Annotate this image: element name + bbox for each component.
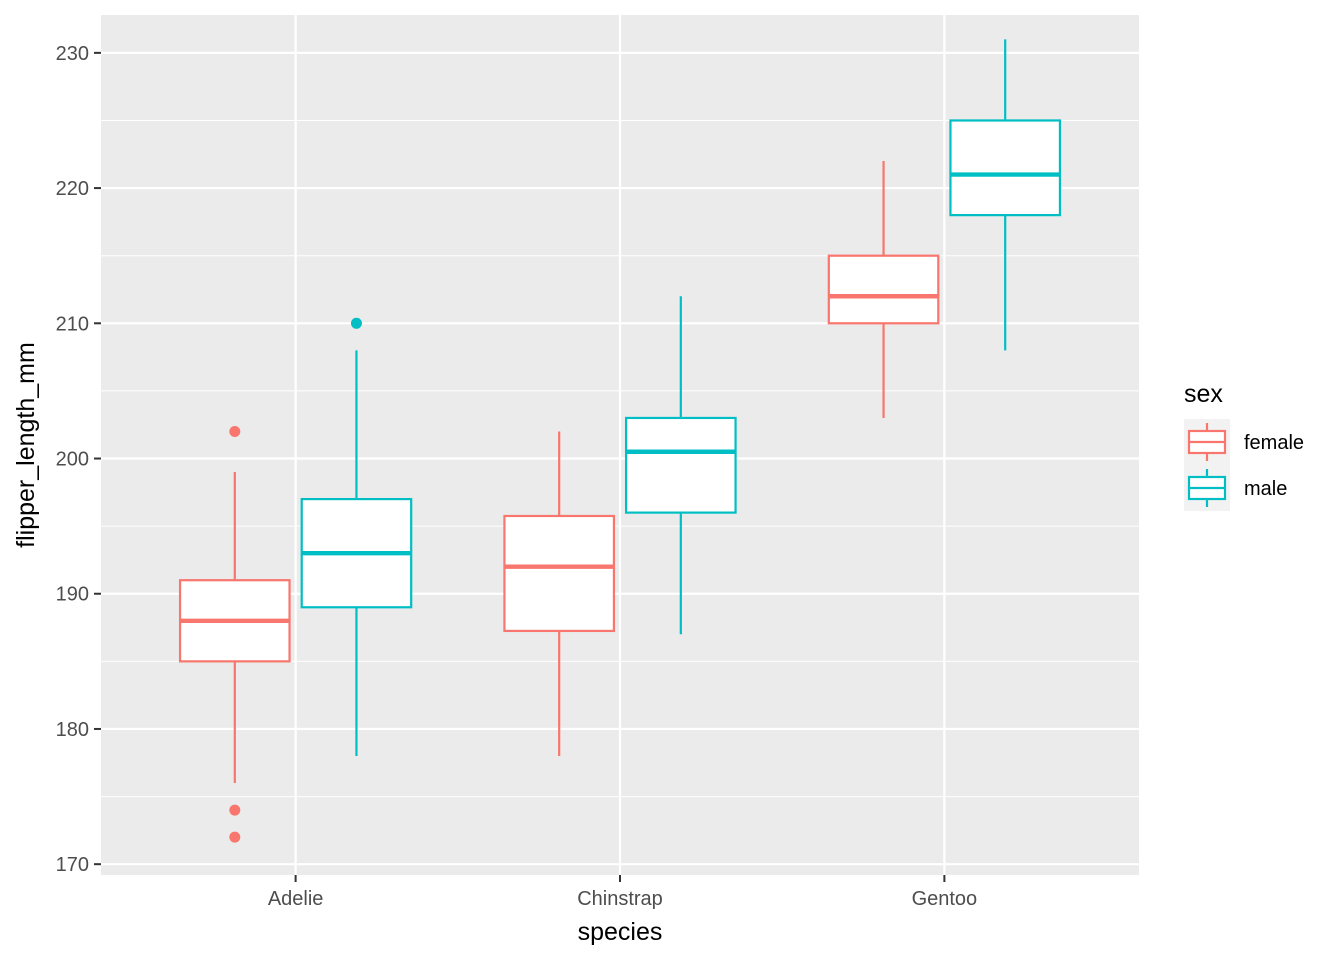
box-iqr: [624, 416, 737, 514]
box-male-adelie: [300, 317, 413, 757]
y-axis: 170 180 190 200 210 220 230: [56, 43, 101, 876]
legend-label: female: [1244, 432, 1304, 454]
box-male-chinstrap: [624, 296, 737, 635]
outlier-point: [350, 317, 362, 329]
x-axis: Adelie Chinstrap Gentoo: [268, 875, 977, 910]
x-tick-label: Chinstrap: [577, 888, 663, 910]
y-tick-label: 200: [56, 449, 89, 471]
x-tick-label: Gentoo: [912, 888, 978, 910]
box-iqr: [827, 254, 940, 325]
y-tick-label: 210: [56, 313, 89, 335]
legend-item-female: female: [1184, 419, 1304, 465]
outlier-point: [229, 804, 241, 816]
x-axis-title: species: [578, 918, 663, 946]
y-tick-label: 170: [56, 854, 89, 876]
box-iqr: [949, 119, 1062, 217]
y-tick-label: 180: [56, 719, 89, 741]
y-tick-label: 190: [56, 584, 89, 606]
y-tick-label: 230: [56, 43, 89, 65]
legend-item-male: male: [1184, 465, 1287, 511]
box-female-adelie: [178, 425, 291, 843]
y-tick-label: 220: [56, 178, 89, 200]
box-male-gentoo: [949, 39, 1062, 351]
y-axis-title: flipper_length_mm: [12, 342, 40, 548]
legend-title: sex: [1184, 380, 1223, 408]
x-tick-label: Adelie: [268, 888, 324, 910]
legend-label: male: [1244, 478, 1287, 500]
outlier-point: [229, 425, 241, 437]
legend: sex female male: [1184, 380, 1304, 511]
box-female-chinstrap: [503, 431, 616, 757]
box-iqr: [503, 514, 616, 633]
boxplots: [178, 39, 1062, 843]
outlier-point: [229, 831, 241, 843]
box-female-gentoo: [827, 161, 940, 418]
